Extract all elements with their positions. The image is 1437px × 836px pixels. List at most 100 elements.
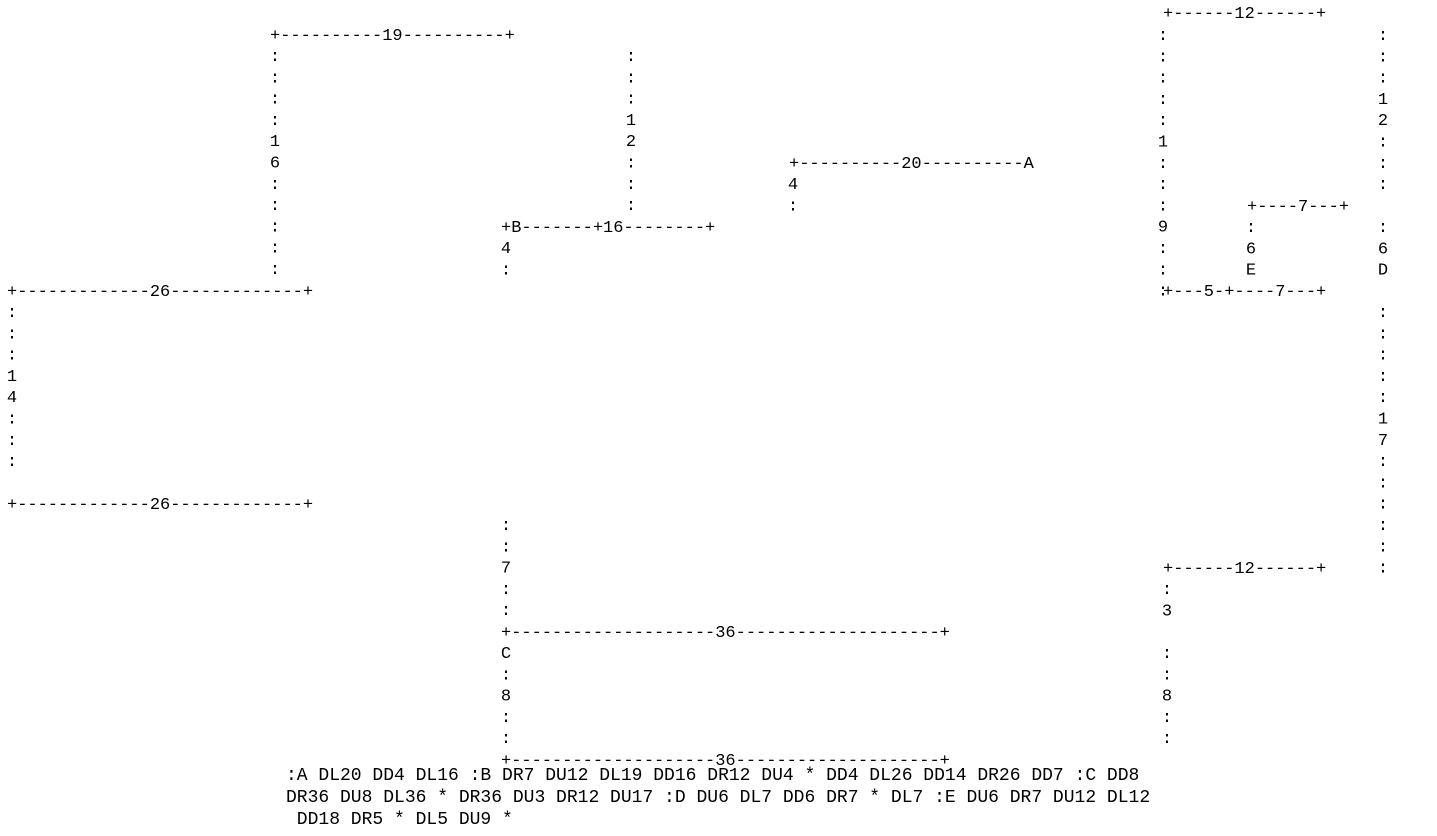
diagram-vertical-1-1: :	[626, 69, 636, 88]
diagram-vertical-0-8: :	[270, 218, 280, 237]
diagram-vertical-8-0: :	[7, 304, 17, 323]
diagram-vertical-4-7: :	[1158, 176, 1168, 195]
diagram-vertical-1-0: :	[626, 48, 636, 67]
diagram-vertical-9-11: :	[1378, 538, 1388, 557]
diagram-vertical-2-0: 4	[788, 176, 798, 195]
diagram-vertical-0-5: 6	[270, 155, 280, 174]
diagram-edge-6: +---5-+----7---+	[1163, 283, 1326, 302]
diagram-vertical-4-4: :	[1158, 112, 1168, 131]
diagram-vertical-5-5: :	[1378, 134, 1388, 153]
diagram-vertical-0-10: :	[270, 261, 280, 280]
diagram-vertical-8-1: :	[7, 325, 17, 344]
diagram-vertical-4-12: :	[1158, 283, 1168, 302]
diagram-vertical-5-4: 2	[1378, 112, 1388, 131]
diagram-vertical-9-8: :	[1378, 474, 1388, 493]
diagram-vertical-4-8: :	[1158, 197, 1168, 216]
diagram-vertical-0-2: :	[270, 91, 280, 110]
diagram-vertical-12-3: :	[501, 709, 511, 728]
diagram-vertical-5-3: 1	[1378, 91, 1388, 110]
diagram-vertical-4-1: :	[1158, 48, 1168, 67]
diagram-edge-10: +--------------------36-----------------…	[501, 752, 950, 771]
diagram-vertical-5-6: :	[1378, 155, 1388, 174]
diagram-vertical-0-3: :	[270, 112, 280, 131]
diagram-vertical-9-4: :	[1378, 389, 1388, 408]
diagram-vertical-4-3: :	[1158, 91, 1168, 110]
diagram-vertical-3-1: :	[501, 261, 511, 280]
diagram-vertical-9-2: :	[1378, 347, 1388, 366]
instruction-line-3: DD18 DR5 * DL5 DU9 *	[286, 810, 513, 830]
diagram-vertical-6-2: E	[1246, 262, 1256, 281]
diagram-vertical-10-0: :	[501, 517, 511, 536]
instruction-text: :A DL20 DD4 DL16 :B DR7 DU12 DL19 DD16 D…	[286, 765, 1150, 831]
diagram-vertical-9-0: :	[1378, 304, 1388, 323]
diagram-edge-7: +-------------26-------------+	[7, 496, 313, 515]
diagram-vertical-13-2: 8	[1162, 688, 1172, 707]
diagram-edge-0: +------12------+	[1163, 5, 1326, 24]
diagram-vertical-12-2: 8	[501, 688, 511, 707]
diagram-vertical-1-2: :	[626, 91, 636, 110]
diagram-vertical-10-4: :	[501, 602, 511, 621]
diagram-vertical-8-7: :	[7, 453, 17, 472]
diagram-vertical-1-7: :	[626, 197, 636, 216]
diagram-vertical-6-0: :	[1246, 219, 1256, 238]
diagram-vertical-5-2: :	[1378, 70, 1388, 89]
diagram-edge-5: +-------------26-------------+	[7, 283, 313, 302]
diagram-vertical-0-6: :	[270, 176, 280, 195]
diagram-vertical-5-7: :	[1378, 176, 1388, 195]
diagram-vertical-0-9: :	[270, 240, 280, 259]
diagram-vertical-0-4: 1	[270, 133, 280, 152]
diagram-edge-3: +----7---+	[1247, 198, 1349, 217]
diagram-vertical-4-6: :	[1158, 155, 1168, 174]
diagram-vertical-8-6: :	[7, 432, 17, 451]
diagram-vertical-7-2: D	[1378, 262, 1388, 281]
diagram-vertical-0-0: :	[270, 48, 280, 67]
diagram-vertical-12-1: :	[501, 666, 511, 685]
diagram-vertical-10-2: 7	[501, 560, 511, 579]
diagram-vertical-12-4: :	[501, 730, 511, 749]
diagram-vertical-3-0: 4	[501, 240, 511, 259]
diagram-vertical-12-0: C	[501, 645, 511, 664]
diagram-vertical-1-5: :	[626, 155, 636, 174]
diagram-vertical-10-3: :	[501, 581, 511, 600]
diagram-vertical-7-0: :	[1378, 219, 1388, 238]
diagram-vertical-8-5: :	[7, 411, 17, 430]
diagram-vertical-7-1: 6	[1378, 240, 1388, 259]
diagram-vertical-13-1: :	[1162, 666, 1172, 685]
diagram-edge-8: +------12------+	[1163, 560, 1326, 579]
diagram-vertical-4-11: :	[1158, 261, 1168, 280]
diagram-vertical-4-0: :	[1158, 27, 1168, 46]
diagram-vertical-8-2: :	[7, 347, 17, 366]
diagram-vertical-13-3: :	[1162, 709, 1172, 728]
diagram-vertical-8-3: 1	[7, 368, 17, 387]
diagram-vertical-13-0: :	[1162, 645, 1172, 664]
diagram-vertical-9-9: :	[1378, 496, 1388, 515]
diagram-vertical-5-1: :	[1378, 48, 1388, 67]
diagram-vertical-9-7: :	[1378, 453, 1388, 472]
diagram-vertical-13-4: :	[1162, 730, 1172, 749]
diagram-vertical-2-1: :	[788, 197, 798, 216]
diagram-vertical-4-5: 1	[1158, 134, 1168, 153]
diagram-vertical-11-1: 3	[1162, 602, 1172, 621]
diagram-vertical-9-10: :	[1378, 517, 1388, 536]
diagram-vertical-4-2: :	[1158, 70, 1168, 89]
diagram-vertical-5-0: :	[1378, 27, 1388, 46]
diagram-vertical-8-4: 4	[7, 389, 17, 408]
diagram-vertical-1-4: 2	[626, 133, 636, 152]
diagram-vertical-9-5: 1	[1378, 411, 1388, 430]
diagram-vertical-10-1: :	[501, 538, 511, 557]
diagram-vertical-11-0: :	[1162, 581, 1172, 600]
diagram-edge-1: +----------19----------+	[270, 27, 515, 46]
diagram-edge-4: +B-------+16--------+	[501, 219, 715, 238]
diagram-vertical-9-1: :	[1378, 325, 1388, 344]
diagram-vertical-4-10: :	[1158, 240, 1168, 259]
instruction-line-1: :A DL20 DD4 DL16 :B DR7 DU12 DL19 DD16 D…	[286, 766, 1140, 786]
diagram-vertical-9-6: 7	[1378, 432, 1388, 451]
diagram-vertical-0-1: :	[270, 69, 280, 88]
diagram-edge-9: +--------------------36-----------------…	[501, 624, 950, 643]
diagram-vertical-9-12: :	[1378, 560, 1388, 579]
instruction-line-2: DR36 DU8 DL36 * DR36 DU3 DR12 DU17 :D DU…	[286, 788, 1151, 808]
diagram-vertical-1-6: :	[626, 176, 636, 195]
diagram-vertical-9-3: :	[1378, 368, 1388, 387]
diagram-vertical-1-3: 1	[626, 112, 636, 131]
